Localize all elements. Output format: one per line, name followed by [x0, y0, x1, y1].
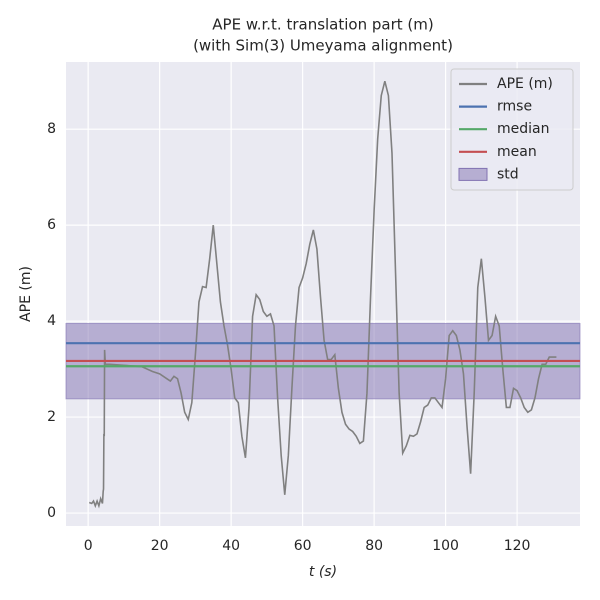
- legend-label: APE (m): [497, 76, 553, 92]
- ape-line: [88, 80, 557, 509]
- chart-subtitle: (with Sim(3) Umeyama alignment): [193, 37, 453, 55]
- y-tick-label: 4: [47, 313, 56, 329]
- legend-label: std: [497, 166, 519, 182]
- x-tick-label: 100: [432, 538, 459, 554]
- legend-label: median: [497, 121, 549, 137]
- x-axis-label: t (s): [309, 564, 337, 580]
- x-tick-label: 120: [504, 538, 531, 554]
- y-tick-label: 8: [47, 121, 56, 137]
- x-tick-label: 60: [294, 538, 312, 554]
- legend-box: [450, 68, 574, 191]
- y-tick-label: 2: [47, 409, 56, 425]
- legend: APE (m) rmse median mean std: [450, 68, 574, 191]
- legend-label: rmse: [497, 99, 532, 115]
- legend-swatch: [458, 167, 488, 181]
- chart-title: APE w.r.t. translation part (m): [212, 16, 433, 34]
- y-tick-label: 0: [47, 505, 56, 521]
- x-tick-label: 40: [222, 538, 240, 554]
- x-tick-label: 20: [151, 538, 169, 554]
- x-tick-label: 0: [84, 538, 93, 554]
- y-axis-label: APE (m): [18, 266, 34, 322]
- legend-label: mean: [497, 144, 537, 160]
- x-tick-label: 80: [365, 538, 383, 554]
- y-tick-label: 6: [47, 217, 56, 233]
